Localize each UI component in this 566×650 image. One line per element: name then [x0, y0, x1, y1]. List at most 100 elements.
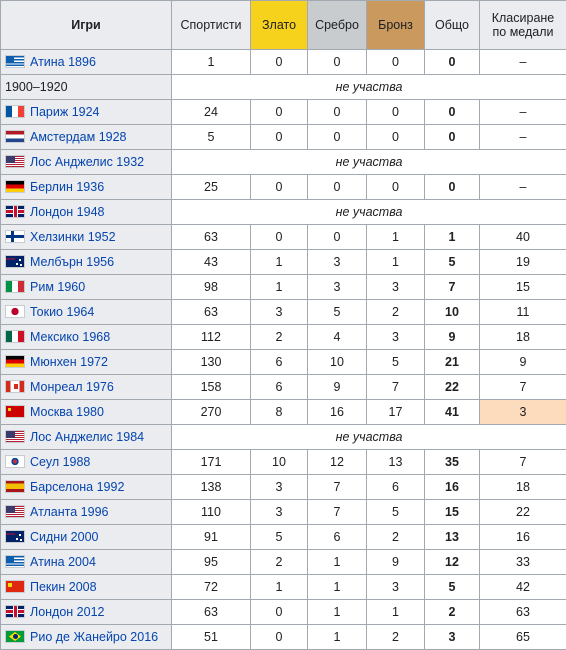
header-silver[interactable]: Сребро — [307, 0, 367, 50]
athletes-cell: 63 — [171, 224, 251, 250]
games-cell: Атланта 1996 — [0, 499, 172, 525]
games-link[interactable]: Рим 1960 — [30, 280, 86, 294]
gold-cell: 6 — [250, 374, 308, 400]
games-link[interactable]: Мексико 1968 — [30, 330, 111, 344]
games-period: 1900–1920 — [5, 80, 68, 94]
total-cell: 1 — [424, 224, 480, 250]
total-cell: 0 — [424, 99, 480, 125]
gold-cell: 6 — [250, 349, 308, 375]
header-rank[interactable]: Класиране по медали — [479, 0, 566, 50]
no-participation-cell: не участва — [171, 424, 566, 450]
table-row: Москва 1980 270 8 16 17 41 3 — [0, 399, 566, 425]
table-row: Лос Анджелис 1932 не участва — [0, 149, 566, 175]
usa-flag-icon — [5, 505, 25, 518]
total-cell: 7 — [424, 274, 480, 300]
games-link[interactable]: Мюнхен 1972 — [30, 355, 108, 369]
bronze-cell: 3 — [366, 574, 425, 600]
greece-flag-icon — [5, 55, 25, 68]
header-row: Игри Спортисти Злато Сребро Бронз Общо К… — [0, 0, 566, 50]
games-link[interactable]: Токио 1964 — [30, 305, 95, 319]
games-link[interactable]: Мелбърн 1956 — [30, 255, 115, 269]
games-link[interactable]: Атланта 1996 — [30, 505, 109, 519]
rank-cell: 15 — [479, 274, 566, 300]
gold-cell: 0 — [250, 124, 308, 150]
silver-cell: 3 — [307, 249, 367, 275]
games-link[interactable]: Париж 1924 — [30, 105, 100, 119]
athletes-cell: 171 — [171, 449, 251, 475]
rank-cell: 7 — [479, 374, 566, 400]
no-participation-cell: не участва — [171, 199, 566, 225]
games-cell: Рио де Жанейро 2016 — [0, 624, 172, 650]
games-cell: Лондон 1948 — [0, 199, 172, 225]
games-link[interactable]: Лос Анджелис 1932 — [30, 155, 145, 169]
bronze-cell: 0 — [366, 174, 425, 200]
silver-cell: 4 — [307, 324, 367, 350]
bronze-cell: 0 — [366, 49, 425, 75]
silver-cell: 5 — [307, 299, 367, 325]
bronze-cell: 2 — [366, 524, 425, 550]
games-link[interactable]: Лондон 1948 — [30, 205, 105, 219]
uk-flag-icon — [5, 205, 25, 218]
table-body: Атина 1896 1 0 0 0 0–1900–1920 не участва Париж… — [0, 49, 566, 650]
athletes-cell: 63 — [171, 599, 251, 625]
games-link[interactable]: Амстердам 1928 — [30, 130, 127, 144]
games-link[interactable]: Москва 1980 — [30, 405, 104, 419]
gold-cell: 8 — [250, 399, 308, 425]
games-link[interactable]: Пекин 2008 — [30, 580, 97, 594]
games-cell: Монреал 1976 — [0, 374, 172, 400]
germany-flag-icon — [5, 180, 25, 193]
bronze-cell: 1 — [366, 249, 425, 275]
games-cell: Мелбърн 1956 — [0, 249, 172, 275]
header-bronze[interactable]: Бронз — [366, 0, 425, 50]
games-link[interactable]: Монреал 1976 — [30, 380, 114, 394]
athletes-cell: 25 — [171, 174, 251, 200]
games-link[interactable]: Барселона 1992 — [30, 480, 125, 494]
games-cell: Хелзинки 1952 — [0, 224, 172, 250]
games-link[interactable]: Берлин 1936 — [30, 180, 105, 194]
usa-flag-icon — [5, 155, 25, 168]
header-games[interactable]: Игри — [0, 0, 172, 50]
total-cell: 10 — [424, 299, 480, 325]
games-cell: Сидни 2000 — [0, 524, 172, 550]
total-cell: 2 — [424, 599, 480, 625]
rank-cell: 65 — [479, 624, 566, 650]
usa-flag-icon — [5, 430, 25, 443]
silver-cell: 9 — [307, 374, 367, 400]
games-link[interactable]: Атина 1896 — [30, 55, 96, 69]
mexico-flag-icon — [5, 330, 25, 343]
silver-cell: 3 — [307, 274, 367, 300]
games-link[interactable]: Сеул 1988 — [30, 455, 91, 469]
silver-cell: 1 — [307, 599, 367, 625]
total-cell: 3 — [424, 624, 480, 650]
games-link[interactable]: Рио де Жанейро 2016 — [30, 630, 159, 644]
header-athletes[interactable]: Спортисти — [171, 0, 251, 50]
games-link[interactable]: Сидни 2000 — [30, 530, 99, 544]
games-link[interactable]: Лондон 2012 — [30, 605, 105, 619]
games-link[interactable]: Хелзинки 1952 — [30, 230, 116, 244]
rank-cell: 18 — [479, 474, 566, 500]
gold-cell: 0 — [250, 624, 308, 650]
bronze-cell: 2 — [366, 299, 425, 325]
games-link[interactable]: Атина 2004 — [30, 555, 96, 569]
spain-flag-icon — [5, 480, 25, 493]
italy-flag-icon — [5, 280, 25, 293]
table-row: Лондон 1948 не участва — [0, 199, 566, 225]
athletes-cell: 63 — [171, 299, 251, 325]
table-row: Мексико 1968 112 2 4 3 9 18 — [0, 324, 566, 350]
games-cell: Пекин 2008 — [0, 574, 172, 600]
athletes-cell: 5 — [171, 124, 251, 150]
table-row: 1900–1920 не участва — [0, 74, 566, 100]
header-total[interactable]: Общо — [424, 0, 480, 50]
games-link[interactable]: Лос Анджелис 1984 — [30, 430, 145, 444]
silver-cell: 0 — [307, 174, 367, 200]
games-cell: Барселона 1992 — [0, 474, 172, 500]
table-row: Пекин 2008 72 1 1 3 5 42 — [0, 574, 566, 600]
bronze-cell: 5 — [366, 349, 425, 375]
total-cell: 12 — [424, 549, 480, 575]
rank-cell: – — [479, 174, 566, 200]
header-gold[interactable]: Злато — [250, 0, 308, 50]
brazil-flag-icon — [5, 630, 25, 643]
rank-cell: 22 — [479, 499, 566, 525]
table-row: Сеул 1988 171 10 12 13 35 7 — [0, 449, 566, 475]
bronze-cell: 9 — [366, 549, 425, 575]
